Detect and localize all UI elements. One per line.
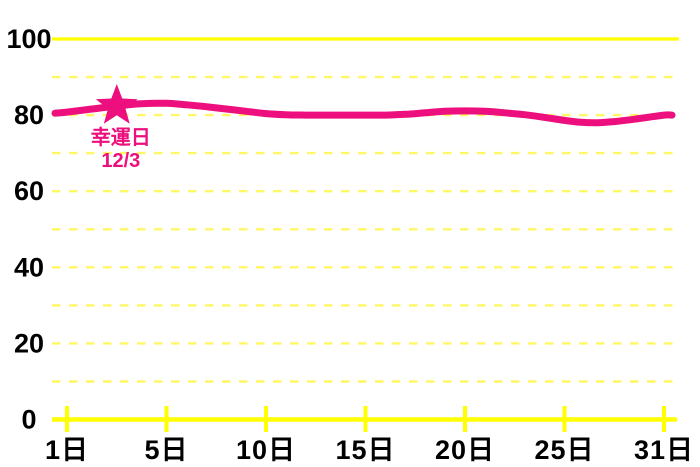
x-tick-label-1: 1日 xyxy=(45,435,89,465)
x-tick-label-20: 20日 xyxy=(435,435,495,465)
y-tick-label-0: 0 xyxy=(21,405,36,435)
x-tick-label-15: 15日 xyxy=(335,435,395,465)
x-axis-group xyxy=(52,406,677,432)
lucky-day-annotation: 幸運日 12/3 xyxy=(91,127,151,173)
y-axis-labels-group: 100 80 60 40 20 0 xyxy=(6,24,51,435)
lucky-day-date: 12/3 xyxy=(101,150,141,172)
x-tick-label-25: 25日 xyxy=(534,435,594,465)
lucky-day-star-icon xyxy=(95,84,138,124)
x-tick-label-31: 31日 xyxy=(634,435,694,465)
y-tick-label-60: 60 xyxy=(14,176,44,206)
y-tick-label-20: 20 xyxy=(14,328,44,358)
x-axis-labels-group: 1日 5日 10日 15日 20日 25日 31日 xyxy=(45,435,694,465)
gridlines-group xyxy=(52,37,679,383)
x-tick-label-5: 5日 xyxy=(144,435,188,465)
y-tick-label-100: 100 xyxy=(6,24,51,54)
y-tick-label-40: 40 xyxy=(14,252,44,282)
y-tick-label-80: 80 xyxy=(14,100,44,130)
x-tick-label-10: 10日 xyxy=(236,435,296,465)
fortune-line-series xyxy=(51,99,676,127)
lucky-day-label: 幸運日 xyxy=(90,127,151,149)
